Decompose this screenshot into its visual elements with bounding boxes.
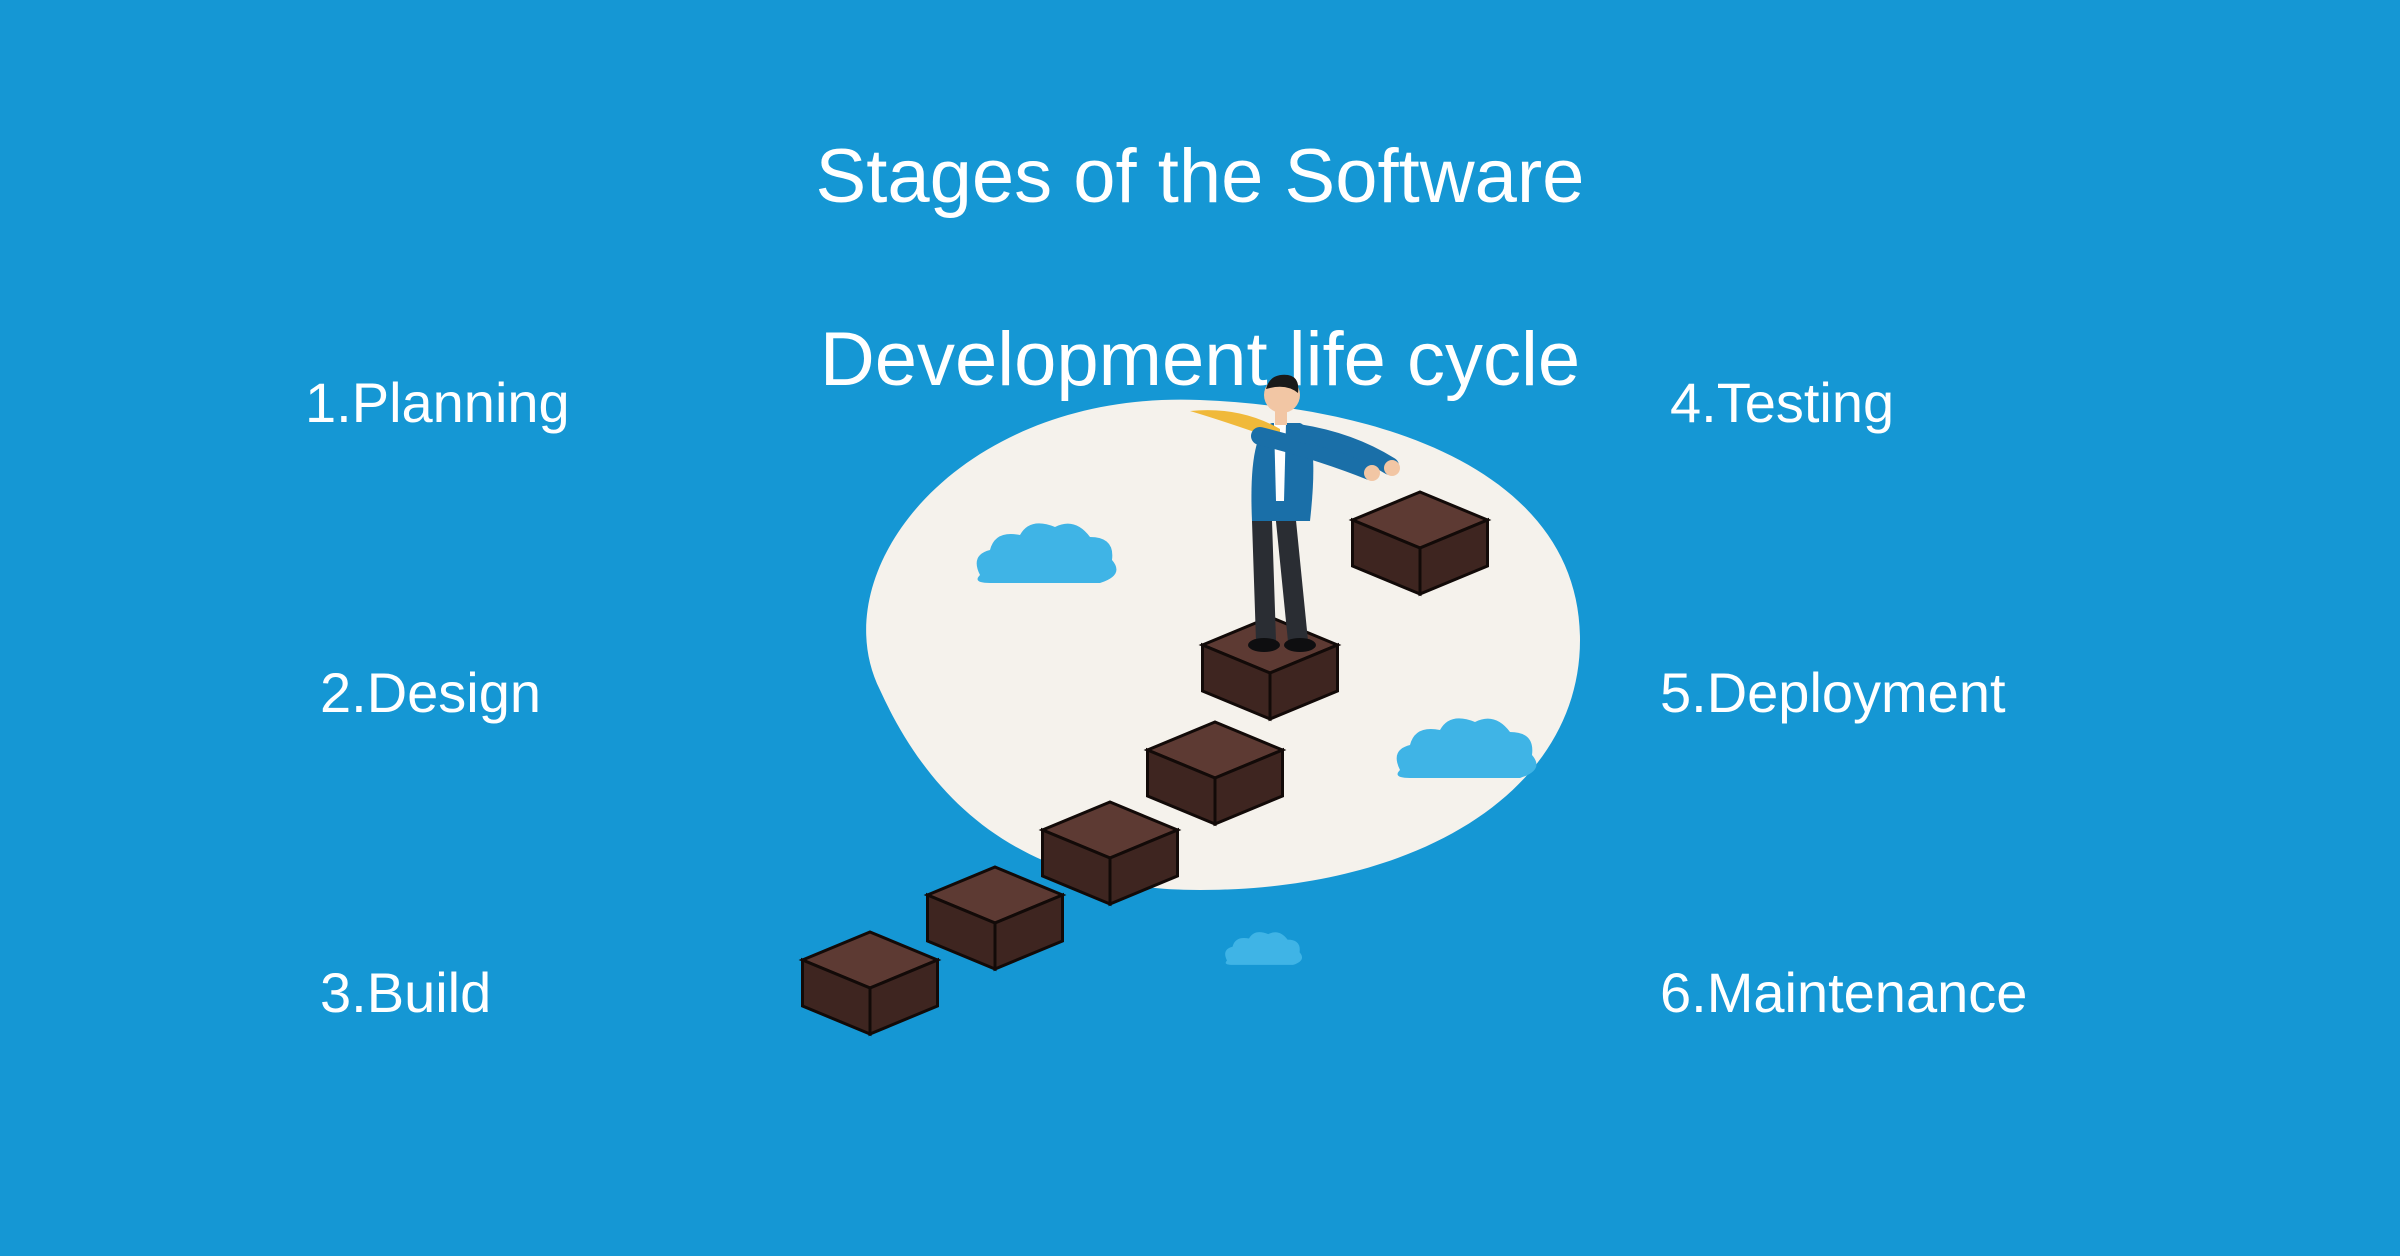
stage-number: 2 xyxy=(320,661,351,724)
stage-2-design: 2.Design xyxy=(320,660,541,725)
stage-number: 1 xyxy=(305,371,336,434)
stage-text: Design xyxy=(367,661,541,724)
infographic-canvas: Stages of the Software Development life … xyxy=(0,0,2400,1256)
stage-text: Build xyxy=(367,961,492,1024)
stage-text: Maintenance xyxy=(1707,961,2028,1024)
stage-number: 4 xyxy=(1670,371,1701,434)
center-illustration xyxy=(760,330,1640,1070)
step-block xyxy=(803,932,938,1034)
cloud-icon xyxy=(1225,932,1302,965)
stage-number: 5 xyxy=(1660,661,1691,724)
stage-4-testing: 4.Testing xyxy=(1670,370,1894,435)
stage-5-deployment: 5.Deployment xyxy=(1660,660,2006,725)
stage-text: Planning xyxy=(352,371,570,434)
stage-number: 3 xyxy=(320,961,351,1024)
stage-text: Testing xyxy=(1717,371,1894,434)
stage-text: Deployment xyxy=(1707,661,2006,724)
stage-3-build: 3.Build xyxy=(320,960,491,1025)
title-line-1: Stages of the Software xyxy=(816,134,1585,219)
stage-1-planning: 1.Planning xyxy=(305,370,570,435)
step-block xyxy=(928,867,1063,969)
stage-number: 6 xyxy=(1660,961,1691,1024)
stage-6-maintenance: 6.Maintenance xyxy=(1660,960,2027,1025)
